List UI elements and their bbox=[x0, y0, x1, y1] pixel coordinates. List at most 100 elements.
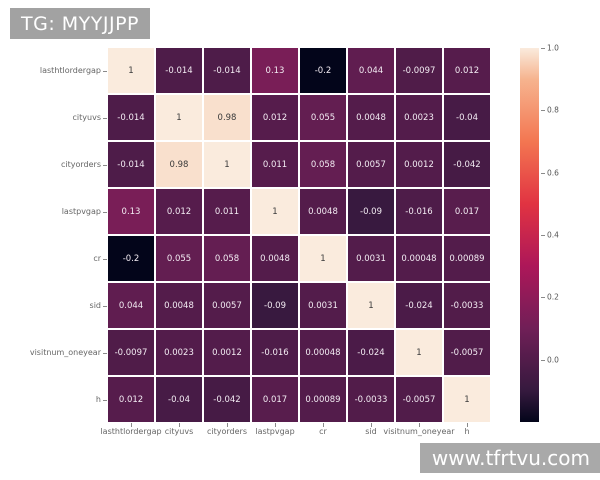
y-axis-label: cr bbox=[93, 254, 101, 263]
colorbar bbox=[520, 48, 539, 422]
y-axis-tick bbox=[103, 258, 107, 260]
heatmap-cell: 0.017 bbox=[444, 189, 490, 234]
heatmap-cell: 0.017 bbox=[252, 377, 298, 422]
y-axis-tick bbox=[103, 70, 107, 72]
colorbar-tick-label: 0.8 bbox=[547, 105, 559, 115]
heatmap-cell: 0.044 bbox=[108, 283, 154, 328]
heatmap-cell: 0.00048 bbox=[300, 330, 346, 375]
heatmap-cell: 0.0031 bbox=[300, 283, 346, 328]
x-axis-tick bbox=[227, 423, 228, 427]
heatmap-cell: 1 bbox=[108, 48, 154, 93]
y-axis-label: cityorders bbox=[61, 160, 101, 169]
heatmap-cell: 0.0031 bbox=[348, 236, 394, 281]
heatmap-cell: -0.042 bbox=[444, 142, 490, 187]
heatmap-cell: 1 bbox=[252, 189, 298, 234]
colorbar-tick bbox=[541, 359, 545, 361]
heatmap-cell: 0.0023 bbox=[396, 95, 442, 140]
y-axis-labels: lasthtlordergap cityuvs cityorders lastpvga… bbox=[0, 48, 101, 422]
heatmap-cell: -0.04 bbox=[444, 95, 490, 140]
colorbar-tick-label: 0.4 bbox=[547, 230, 559, 240]
heatmap-cell: 0.0057 bbox=[348, 142, 394, 187]
x-axis-tick bbox=[467, 423, 468, 427]
colorbar-tick bbox=[541, 48, 545, 49]
heatmap-cell: -0.0097 bbox=[396, 48, 442, 93]
title-badge-text: TG: MYYJJPP bbox=[21, 12, 139, 35]
heatmap-cell: 0.012 bbox=[252, 95, 298, 140]
x-axis-label: lasthtlordergap bbox=[100, 427, 162, 436]
x-axis-tick bbox=[275, 423, 276, 427]
heatmap-cell: 0.0048 bbox=[348, 95, 394, 140]
heatmap-cell: -0.0057 bbox=[444, 330, 490, 375]
heatmap-cell: 0.0023 bbox=[156, 330, 202, 375]
heatmap-cell: -0.014 bbox=[156, 48, 202, 93]
heatmap-cell: 0.011 bbox=[204, 189, 250, 234]
heatmap-cell: 0.012 bbox=[108, 377, 154, 422]
y-axis-tick bbox=[103, 211, 107, 213]
heatmap-cell: 0.0012 bbox=[204, 330, 250, 375]
colorbar-tick bbox=[541, 110, 545, 112]
heatmap-cell: 0.0048 bbox=[252, 236, 298, 281]
heatmap-cell: 0.0057 bbox=[204, 283, 250, 328]
heatmap-cell: 0.055 bbox=[300, 95, 346, 140]
y-axis-label: h bbox=[95, 395, 101, 404]
y-axis-tick bbox=[103, 164, 107, 166]
heatmap-grid: 1 -0.014 -0.014 0.13 -0.2 0.044 -0.0097 0.012 -0… bbox=[108, 48, 490, 422]
heatmap-cell: -0.024 bbox=[396, 283, 442, 328]
heatmap-cell: 1 bbox=[396, 330, 442, 375]
x-axis-label: sid bbox=[365, 427, 377, 436]
heatmap-cell: -0.0097 bbox=[108, 330, 154, 375]
heatmap-cell: -0.0033 bbox=[348, 377, 394, 422]
heatmap-cell: -0.2 bbox=[300, 48, 346, 93]
heatmap-cell: 1 bbox=[300, 236, 346, 281]
y-axis-tick bbox=[103, 117, 107, 119]
heatmap-cell: 0.00089 bbox=[300, 377, 346, 422]
x-axis-tick bbox=[131, 423, 132, 427]
heatmap-cell: 0.00048 bbox=[396, 236, 442, 281]
heatmap-cell: -0.014 bbox=[108, 142, 154, 187]
y-axis-tick bbox=[103, 305, 107, 307]
heatmap-cell: 0.011 bbox=[252, 142, 298, 187]
heatmap-cell: -0.014 bbox=[108, 95, 154, 140]
x-axis-label: lastpvgap bbox=[255, 427, 295, 436]
x-axis-tick bbox=[323, 423, 324, 427]
x-axis-label: cityorders bbox=[207, 427, 247, 436]
heatmap-cell: -0.0057 bbox=[396, 377, 442, 422]
heatmap-cell: -0.016 bbox=[252, 330, 298, 375]
heatmap-cell: 1 bbox=[444, 377, 490, 422]
heatmap-cell: -0.016 bbox=[396, 189, 442, 234]
y-axis-label: sid bbox=[89, 301, 101, 310]
heatmap-cell: 0.044 bbox=[348, 48, 394, 93]
heatmap-cell: -0.04 bbox=[156, 377, 202, 422]
heatmap-cell: 0.98 bbox=[204, 95, 250, 140]
colorbar-tick bbox=[541, 297, 545, 299]
x-axis-label: cityuvs bbox=[164, 427, 194, 436]
x-axis-tick bbox=[179, 423, 180, 427]
colorbar-tick-label: 0.0 bbox=[547, 355, 559, 365]
y-axis-label: visitnum_oneyear bbox=[29, 348, 101, 357]
heatmap-cell: -0.2 bbox=[108, 236, 154, 281]
heatmap-cell: 0.0048 bbox=[156, 283, 202, 328]
colorbar-tick-label: 0.2 bbox=[547, 292, 559, 302]
colorbar-tick-label: 0.6 bbox=[547, 168, 559, 178]
heatmap-cell: 0.012 bbox=[444, 48, 490, 93]
y-axis-label: cityuvs bbox=[72, 113, 101, 122]
heatmap-cell: 1 bbox=[156, 95, 202, 140]
heatmap-cell: -0.09 bbox=[252, 283, 298, 328]
x-axis-labels: lasthtlordergap cityuvs cityorders lastpvga… bbox=[100, 427, 490, 436]
heatmap-cell: 0.0012 bbox=[396, 142, 442, 187]
watermark: www.tfrtvu.com bbox=[419, 443, 600, 473]
heatmap-cell: 0.00089 bbox=[444, 236, 490, 281]
x-axis-label: h bbox=[464, 427, 470, 436]
colorbar-tick bbox=[541, 235, 545, 236]
heatmap-cell: -0.042 bbox=[204, 377, 250, 422]
heatmap-cell: 0.058 bbox=[204, 236, 250, 281]
y-axis-tick bbox=[103, 399, 107, 401]
title-badge: TG: MYYJJPP bbox=[10, 8, 150, 39]
heatmap-cell: 0.012 bbox=[156, 189, 202, 234]
heatmap-cell: 1 bbox=[204, 142, 250, 187]
y-axis-label: lastpvgap bbox=[61, 207, 101, 216]
heatmap-cell: 0.13 bbox=[108, 189, 154, 234]
colorbar-tick bbox=[541, 172, 545, 174]
heatmap-cell: -0.024 bbox=[348, 330, 394, 375]
